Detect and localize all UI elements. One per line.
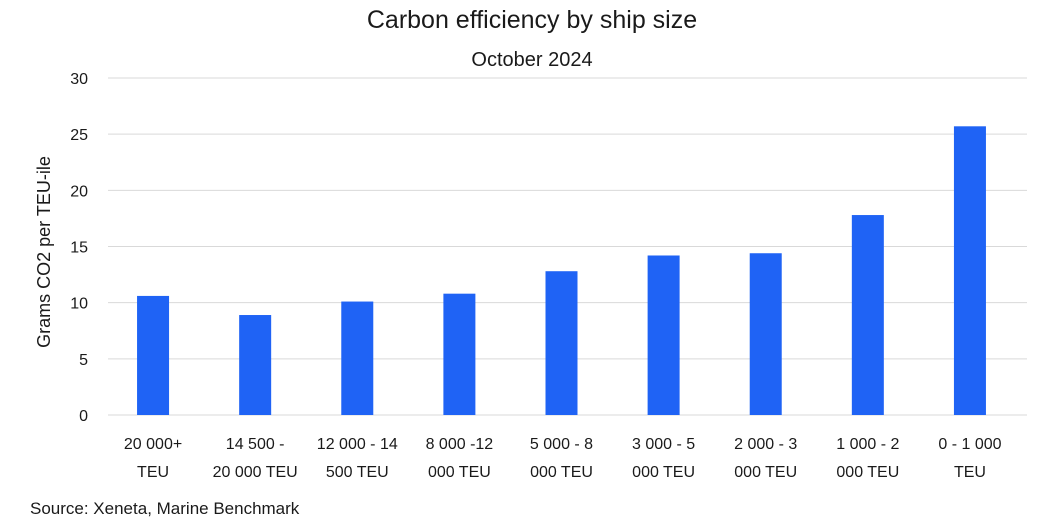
x-tick-label-line: 12 000 - 14 [317,436,398,453]
y-tick-label: 0 [79,408,88,425]
y-tick-label: 20 [70,183,88,200]
x-tick-label: 5 000 - 8 000 TEU [530,436,593,481]
bar [341,301,374,415]
bar [443,293,476,415]
chart-subtitle: October 2024 [471,49,592,71]
x-tick-label-line: TEU [137,464,169,481]
x-tick-label-line: 3 000 - 5 [632,436,695,453]
x-tick-label-line: 000 TEU [734,464,797,481]
x-tick-label-line: 000 TEU [836,464,899,481]
x-tick-label: 0 - 1 000 TEU [938,436,1001,481]
x-tick-label-line: 20 000+ [124,436,182,453]
x-tick-label-line: 8 000 -12 [426,436,494,453]
x-tick-label-line: 000 TEU [428,464,491,481]
bar [851,215,884,415]
x-tick-label-line: TEU [954,464,986,481]
x-tick-label-line: 500 TEU [326,464,389,481]
x-tick-label-line: 14 500 - [226,436,285,453]
x-tick-label: 3 000 - 5 000 TEU [632,436,695,481]
x-tick-label: 14 500 - 20 000 TEU [213,436,298,481]
bar [137,295,170,415]
x-tick-label-line: 20 000 TEU [213,464,298,481]
y-tick-label: 10 [70,296,88,313]
y-tick-label: 15 [70,240,88,257]
x-tick-label: 1 000 - 2 000 TEU [836,436,899,481]
x-tick-label-line: 000 TEU [632,464,695,481]
bar [647,255,680,415]
y-tick-label: 25 [70,127,88,144]
x-tick-label-line: 000 TEU [530,464,593,481]
x-tick-label-line: 1 000 - 2 [836,436,899,453]
y-axis-ticks: 0 5 10 15 20 25 30 [70,71,88,425]
x-tick-label-line: 5 000 - 8 [530,436,593,453]
x-tick-label: 2 000 - 3 000 TEU [734,436,797,481]
source-note: Source: Xeneta, Marine Benchmark [30,499,300,518]
y-tick-label: 30 [70,71,88,88]
bar [239,315,272,415]
bar [953,126,986,415]
y-axis-label: Grams CO2 per TEU-ile [34,156,54,348]
bar [545,271,578,415]
x-tick-label: 20 000+ TEU [124,436,182,481]
x-tick-label: 8 000 -12 000 TEU [426,436,494,481]
bar [749,253,782,415]
x-axis-ticks: 20 000+ TEU 14 500 - 20 000 TEU 12 000 - 14 5… [124,436,1002,481]
chart-title: Carbon efficiency by ship size [367,6,697,34]
x-tick-label-line: 2 000 - 3 [734,436,797,453]
x-tick-label: 12 000 - 14 500 TEU [317,436,398,481]
bars [137,126,986,415]
y-tick-label: 5 [79,352,88,369]
x-tick-label-line: 0 - 1 000 [938,436,1001,453]
